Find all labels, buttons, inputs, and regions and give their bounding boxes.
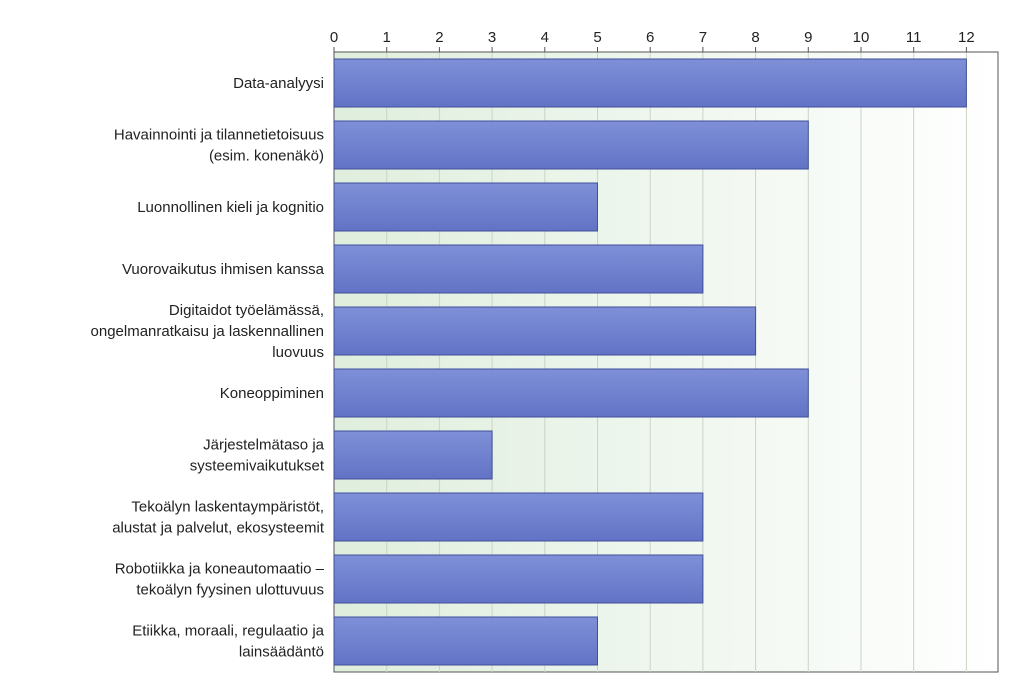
category-label-line: Data-analyysi — [233, 75, 324, 92]
bar — [333, 182, 598, 232]
category-label-line: Järjestelmätaso ja — [203, 437, 325, 454]
category-label-line: systeemivaikutukset — [190, 458, 325, 475]
category-label: Luonnollinen kieli ja kognitio — [137, 199, 324, 216]
x-tick-label: 9 — [804, 29, 812, 46]
category-label-line: lainsäädäntö — [239, 644, 324, 661]
category-labels: Data-analyysi Havainnointi ja tilannetiet… — [91, 75, 325, 661]
x-tick-label: 6 — [646, 29, 654, 46]
category-label-line: Tekoälyn laskentaympäristöt, — [131, 499, 324, 516]
x-tick-label: 3 — [488, 29, 496, 46]
category-label-line: Havainnointi ja tilannetietoisuus — [114, 127, 324, 144]
bars — [333, 58, 967, 666]
bar — [333, 244, 704, 294]
x-tick-label: 10 — [853, 29, 870, 46]
x-tick-label: 5 — [593, 29, 601, 46]
category-label: Havainnointi ja tilannetietoisuus (esim. … — [114, 127, 324, 165]
category-label-line: luovuus — [272, 344, 324, 361]
category-label-line: Vuorovaikutus ihmisen kanssa — [122, 261, 325, 278]
bar — [333, 616, 598, 666]
bar — [333, 554, 704, 604]
category-label-line: tekoälyn fyysinen ulottuvuus — [136, 582, 324, 599]
category-label: Järjestelmätaso ja systeemivaikutukset — [190, 437, 325, 475]
category-label: Data-analyysi — [233, 75, 324, 92]
category-label-line: ongelmanratkaisu ja laskennallinen — [91, 323, 324, 340]
category-label: Vuorovaikutus ihmisen kanssa — [122, 261, 325, 278]
bar — [333, 492, 704, 542]
x-tick-label: 7 — [699, 29, 707, 46]
x-tick-label: 12 — [958, 29, 975, 46]
category-label: Digitaidot työelämässä, ongelmanratkaisu … — [91, 302, 324, 361]
category-label-line: Luonnollinen kieli ja kognitio — [137, 199, 324, 216]
category-label-line: Robotiikka ja koneautomaatio – — [115, 561, 325, 578]
bar — [333, 58, 967, 108]
category-label-line: alustat ja palvelut, ekosysteemit — [112, 520, 325, 537]
x-tick-label: 8 — [751, 29, 759, 46]
category-label-line: Digitaidot työelämässä, — [169, 302, 324, 319]
x-tick-label: 1 — [383, 29, 391, 46]
category-label: Robotiikka ja koneautomaatio – tekoälyn f… — [115, 561, 325, 599]
x-tick-label: 4 — [541, 29, 549, 46]
x-tick-label: 0 — [330, 29, 338, 46]
category-label-line: Etiikka, moraali, regulaatio ja — [132, 623, 324, 640]
bar — [333, 120, 809, 170]
category-label-line: (esim. konenäkö) — [209, 148, 324, 165]
x-tick-label: 2 — [435, 29, 443, 46]
bar — [333, 368, 809, 418]
x-axis: 0 1 2 3 4 5 6 7 8 9 10 11 12 — [330, 29, 998, 53]
category-label: Etiikka, moraali, regulaatio ja lainsäädä… — [132, 623, 324, 661]
bar — [333, 306, 757, 356]
bar — [333, 430, 493, 480]
category-label: Tekoälyn laskentaympäristöt, alustat ja p… — [112, 499, 325, 537]
x-tick-label: 11 — [906, 29, 922, 46]
category-label-line: Koneoppiminen — [220, 385, 324, 402]
category-label: Koneoppiminen — [220, 385, 324, 402]
